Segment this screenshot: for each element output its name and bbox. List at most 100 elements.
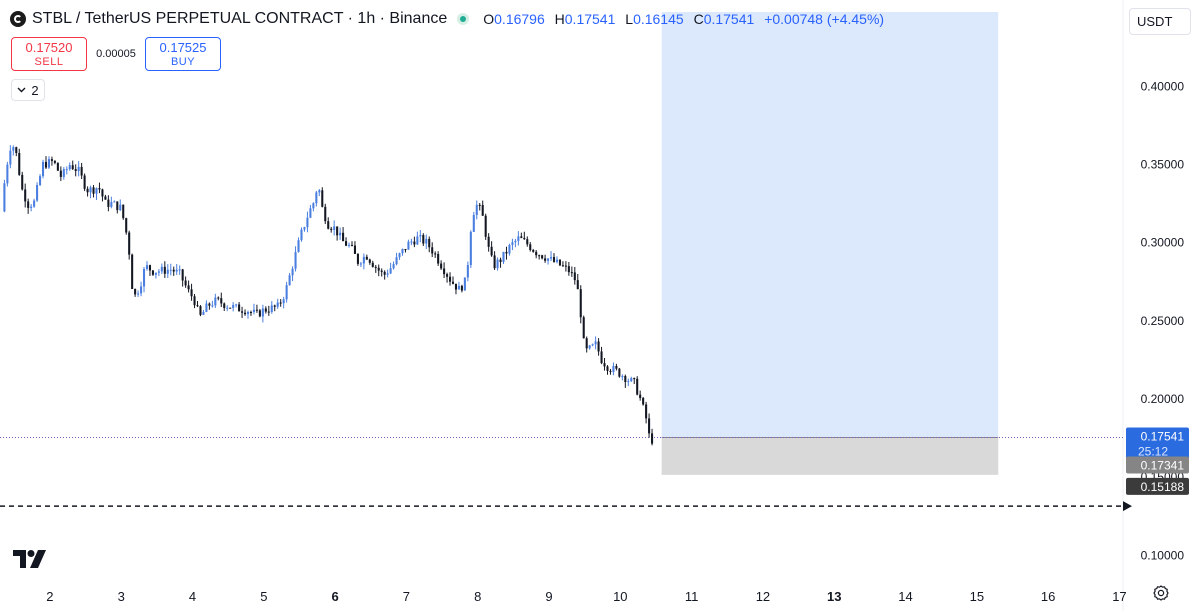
- candle-body: [321, 190, 324, 207]
- y-tick-label: 0.10000: [1141, 548, 1185, 562]
- candle-body: [564, 265, 567, 267]
- candle-body: [187, 285, 190, 290]
- candle-body: [555, 259, 559, 262]
- x-tick-label: 12: [756, 589, 770, 604]
- stop-loss-zone[interactable]: [661, 437, 999, 475]
- candle-body: [276, 302, 279, 307]
- candle-body: [627, 381, 630, 383]
- candle-body: [392, 264, 395, 269]
- candle-body: [386, 273, 389, 275]
- candle-body: [86, 188, 89, 193]
- candle-body: [567, 266, 570, 273]
- candle-body: [44, 161, 48, 168]
- candle-body: [238, 304, 241, 312]
- candle-body: [389, 268, 392, 274]
- high-value: 0.17541: [564, 11, 616, 27]
- candle-body: [362, 256, 365, 264]
- low-value: 0.16145: [633, 11, 684, 27]
- candle-body: [217, 297, 220, 299]
- candle-body: [499, 259, 502, 263]
- candle-body: [645, 404, 648, 419]
- x-tick-label: 11: [685, 589, 699, 604]
- candle-body: [541, 255, 544, 259]
- candle-body: [169, 269, 172, 271]
- candle-body: [160, 266, 163, 272]
- profit-target-zone[interactable]: [661, 12, 999, 438]
- candle-body: [214, 297, 217, 306]
- candle-body: [18, 152, 21, 175]
- candle-body: [6, 164, 9, 184]
- candle-body: [166, 269, 169, 274]
- candle-body: [205, 303, 208, 312]
- candle-body: [594, 341, 597, 345]
- x-tick-label: 8: [474, 589, 481, 604]
- candle-body: [145, 265, 149, 270]
- candle-body: [211, 305, 214, 307]
- candle-body: [50, 159, 53, 161]
- candle-body: [407, 241, 410, 250]
- candle-body: [621, 376, 624, 378]
- y-tick-label: 0.30000: [1141, 236, 1185, 250]
- candle-body: [264, 308, 267, 312]
- candle-body: [600, 351, 603, 364]
- candle-body: [374, 266, 377, 268]
- candle-body: [603, 363, 606, 367]
- symbol-title[interactable]: STBL / TetherUS PERPETUAL CONTRACT · 1h …: [32, 10, 448, 27]
- candle-body: [125, 218, 128, 233]
- candle-body: [119, 204, 122, 211]
- candle-body: [137, 293, 140, 295]
- candle-body: [535, 251, 538, 256]
- gear-icon[interactable]: [1153, 585, 1169, 601]
- candle-body: [312, 203, 315, 209]
- candle-body: [514, 240, 517, 243]
- candle-body: [246, 312, 250, 315]
- candle-body: [345, 241, 348, 246]
- candle-body: [651, 433, 654, 444]
- candle-body: [181, 269, 184, 281]
- chevron-down-icon: [17, 87, 26, 93]
- candle-body: [288, 275, 291, 286]
- candle-body: [558, 259, 561, 266]
- x-tick-label: 4: [189, 589, 196, 604]
- candle-body: [223, 303, 226, 308]
- candle-body: [56, 162, 59, 171]
- indicators-toggle-button[interactable]: 2: [11, 79, 45, 101]
- candle-body: [327, 221, 330, 229]
- candle-body: [451, 281, 455, 284]
- currency-selector[interactable]: USDT: [1129, 8, 1191, 35]
- candle-body: [550, 257, 553, 259]
- candle-body: [639, 394, 642, 398]
- y-tick-label: 0.40000: [1141, 79, 1185, 93]
- candle-body: [36, 185, 39, 201]
- buy-button[interactable]: 0.17525 BUY: [145, 37, 221, 71]
- candle-body: [309, 208, 312, 218]
- candle-body: [92, 187, 95, 194]
- candle-body: [24, 189, 27, 202]
- candle-body: [80, 166, 83, 176]
- candle-body: [437, 253, 440, 264]
- candle-body: [508, 244, 511, 254]
- candle-body: [33, 200, 36, 207]
- candle-body: [151, 270, 154, 275]
- sell-button[interactable]: 0.17520 SELL: [11, 37, 87, 71]
- candle-body: [226, 307, 229, 309]
- candle-body: [618, 368, 621, 377]
- candle-body: [15, 147, 18, 153]
- sell-label: SELL: [34, 56, 64, 68]
- candle-body: [630, 378, 633, 382]
- candle-body: [202, 311, 205, 315]
- candle-body: [570, 272, 573, 274]
- candle-body: [303, 227, 306, 230]
- stop-price-label-bg: [1126, 477, 1189, 495]
- candle-body: [9, 150, 12, 165]
- candle-body: [258, 310, 261, 317]
- candle-body: [122, 204, 125, 219]
- candle-body: [472, 214, 475, 232]
- candle-body: [282, 299, 285, 304]
- symbol-logo-icon: [10, 11, 26, 27]
- candle-body: [142, 269, 146, 287]
- candle-body: [502, 251, 505, 263]
- sell-price: 0.17520: [25, 40, 73, 55]
